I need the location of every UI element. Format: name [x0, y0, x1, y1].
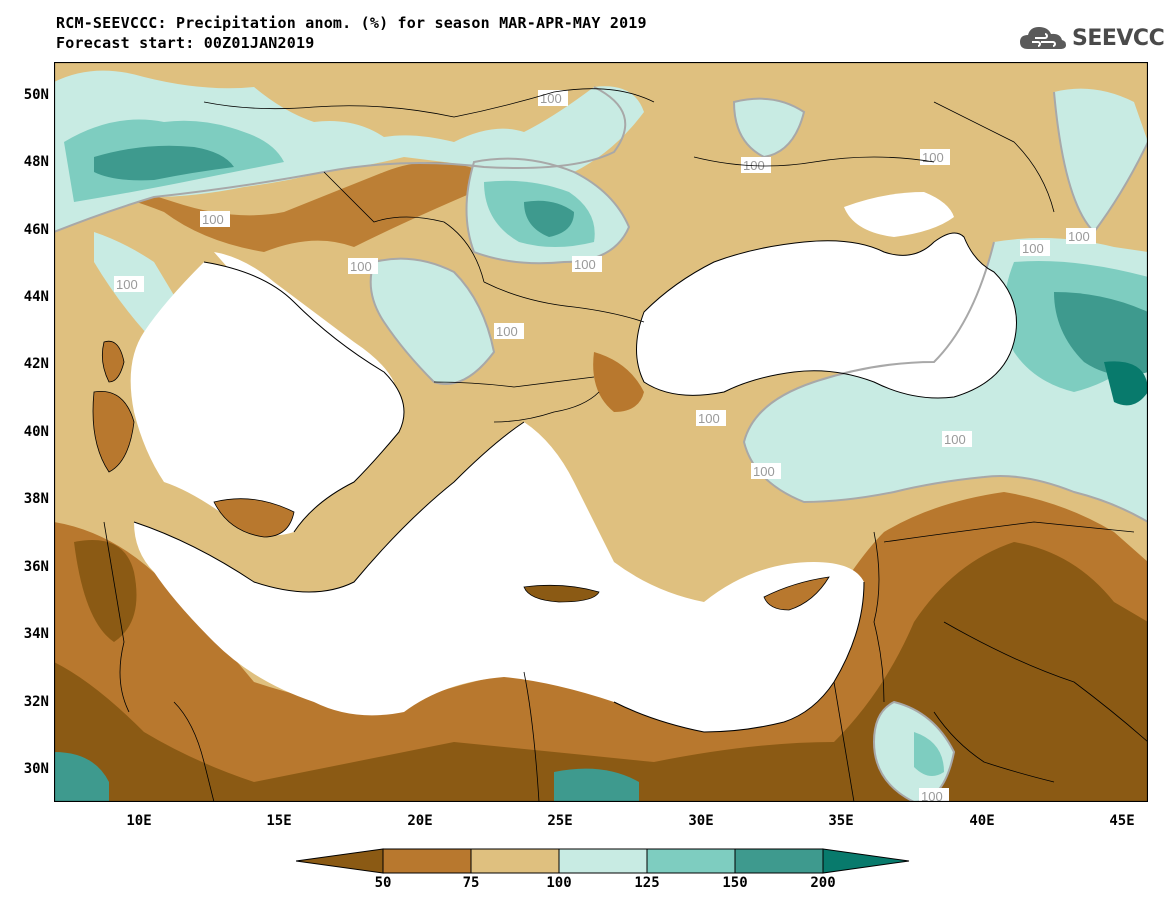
lon-label: 35E [828, 813, 854, 829]
contour-label: 100 [942, 431, 972, 447]
contour-label: 100 [114, 276, 144, 292]
wet-zone-serbia [370, 258, 494, 384]
cloud-icon [1020, 27, 1066, 49]
very-dry-zone-tunisia [74, 540, 137, 642]
lon-label: 45E [1109, 813, 1135, 829]
contour-label: 100 [572, 256, 602, 272]
lat-label: 40N [23, 424, 49, 440]
contour-label: 100 [696, 410, 726, 426]
svg-text:100: 100 [202, 212, 224, 227]
colorbar-segment-75-100 [470, 848, 560, 874]
corsica-island [101, 340, 125, 383]
lat-label: 36N [23, 559, 49, 575]
lat-label: 50N [23, 87, 49, 103]
colorbar [295, 848, 910, 874]
coastlines [133, 232, 1017, 733]
contour-label: 100 [1020, 240, 1050, 256]
colorbar-segment-above-200 [822, 848, 910, 874]
colorbar-segment-125-150 [646, 848, 736, 874]
sardinia-island [92, 390, 135, 473]
colorbar-label: 125 [634, 875, 660, 891]
contour-label: 100 [751, 463, 781, 479]
lat-label: 30N [23, 761, 49, 777]
wet-zone-jordan-inner [914, 732, 944, 776]
wet-zone-egypt [554, 768, 639, 802]
title-line-1: RCM-SEEVCCC: Precipitation anom. (%) for… [56, 14, 647, 32]
svg-text:100: 100 [350, 259, 372, 274]
very-wet-zone-transylvania [524, 200, 574, 237]
contour-label: 100 [494, 323, 524, 339]
svg-text:100: 100 [921, 789, 943, 802]
cyprus-island [763, 576, 830, 611]
colorbar-label: 50 [374, 875, 392, 891]
lon-label: 40E [969, 813, 995, 829]
logo-text: SEEVCCC [1072, 25, 1165, 51]
svg-text:100: 100 [496, 324, 518, 339]
lat-label: 32N [23, 694, 49, 710]
seevccc-logo: SEEVCCC [1018, 22, 1165, 54]
lon-label: 25E [547, 813, 573, 829]
wet-zone-ukraine [734, 98, 804, 157]
lat-label: 42N [23, 356, 49, 372]
lon-label: 30E [688, 813, 714, 829]
map-title: RCM-SEEVCCC: Precipitation anom. (%) for… [56, 13, 647, 53]
very-wet-zone-austria [94, 145, 234, 181]
lat-label: 38N [23, 491, 49, 507]
mediterranean-sea [134, 422, 864, 732]
wet-zone-russia [1054, 88, 1148, 233]
contour-label: 100 [1066, 228, 1096, 244]
dry-zone-bulgaria [593, 352, 644, 412]
svg-text:100: 100 [116, 277, 138, 292]
sea-of-azov [844, 192, 954, 237]
crete-island [523, 584, 600, 603]
svg-text:100: 100 [574, 257, 596, 272]
colorbar-label: 75 [462, 875, 480, 891]
lon-label: 20E [407, 813, 433, 829]
svg-text:100: 100 [922, 150, 944, 165]
map-frame [54, 62, 1148, 802]
lat-label: 34N [23, 626, 49, 642]
colorbar-svg [295, 848, 910, 874]
contour-label: 100 [200, 211, 230, 227]
sicily-island [213, 498, 295, 538]
very-wet-zone-caucasus [1054, 292, 1148, 376]
dry-zone-alps [54, 162, 484, 252]
precipitation-anomaly-map: 100 100 100 100 100 100 100 100 100 100 … [54, 62, 1148, 802]
contour-label: 100 [348, 258, 378, 274]
lat-label: 44N [23, 289, 49, 305]
extreme-wet-zone-caucasus [1104, 361, 1148, 406]
tyrrhenian-adriatic-sea [130, 262, 404, 536]
country-borders [103, 88, 1148, 802]
contour-labels: 100 100 100 100 100 100 100 100 100 100 … [114, 90, 1096, 802]
colorbar-label: 150 [722, 875, 748, 891]
colorbar-segment-below-50 [295, 848, 384, 874]
title-line-2: Forecast start: 00Z01JAN2019 [56, 34, 315, 52]
contour-label: 100 [919, 788, 949, 802]
lon-label: 10E [126, 813, 152, 829]
svg-text:100: 100 [753, 464, 775, 479]
svg-text:100: 100 [698, 411, 720, 426]
contour-label: 100 [741, 157, 771, 173]
colorbar-segment-150-200 [734, 848, 824, 874]
colorbar-label: 100 [546, 875, 572, 891]
lat-label: 46N [23, 222, 49, 238]
lon-label: 15E [266, 813, 292, 829]
svg-text:100: 100 [944, 432, 966, 447]
contour-label: 100 [920, 149, 950, 165]
adriatic-sea [214, 252, 394, 386]
contour-label: 100 [538, 90, 568, 106]
colorbar-label: 200 [810, 875, 836, 891]
colorbar-segment-100-125 [558, 848, 648, 874]
svg-text:100: 100 [1068, 229, 1090, 244]
lat-label: 48N [23, 154, 49, 170]
wet-zone-algeria [54, 752, 109, 802]
black-sea [636, 233, 1017, 398]
svg-text:100: 100 [1022, 241, 1044, 256]
colorbar-segment-50-75 [382, 848, 472, 874]
map-svg: 100 100 100 100 100 100 100 100 100 100 … [54, 62, 1148, 802]
